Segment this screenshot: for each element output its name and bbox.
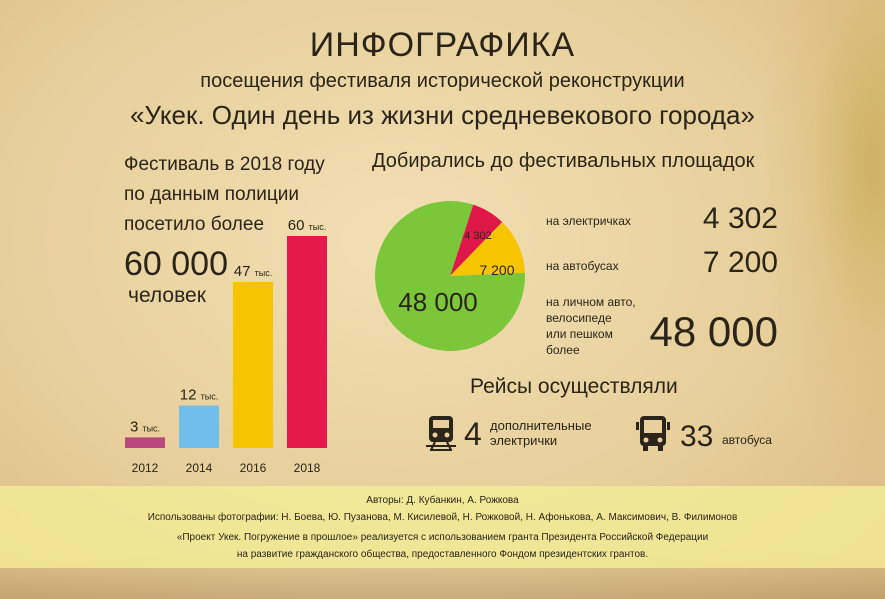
trains-count: 4 bbox=[464, 416, 482, 452]
mode-label-line: на электричках bbox=[546, 214, 631, 228]
bar-2012 bbox=[125, 437, 165, 448]
buses-count: 33 bbox=[680, 420, 714, 453]
footer-grant-line1: «Проект Укек. Погружение в прошлое» реал… bbox=[176, 532, 709, 543]
mode-label-line: велосипеде bbox=[546, 311, 612, 325]
trains-label-line1: дополнительные bbox=[490, 418, 592, 433]
bar-value-label: 60 тыс. bbox=[288, 217, 326, 234]
bar-category-label: 2014 bbox=[186, 461, 213, 475]
pie-slice-1 bbox=[450, 222, 525, 276]
mode-value-trains: 4 302 bbox=[702, 202, 778, 235]
bar-value-label: 12 тыс. bbox=[180, 387, 218, 404]
trains-label: дополнительные электрички bbox=[490, 418, 592, 448]
festival-text-line1: Фестиваль в 2018 году bbox=[124, 154, 325, 175]
festival-text-line2: по данным полиции bbox=[124, 184, 300, 205]
festival-text-line3: посетило более bbox=[124, 214, 265, 235]
bar-value-label: 47 тыс. bbox=[234, 263, 272, 280]
mode-label-personal: на личном авто, велосипеде или пешком бо… bbox=[546, 294, 636, 358]
decorative-foliage bbox=[765, 0, 885, 470]
mode-value-personal: 48 000 bbox=[649, 308, 778, 355]
footer-authors: Авторы: Д. Кубанкин, А. Рожкова bbox=[366, 495, 519, 506]
bus-icon bbox=[636, 416, 670, 451]
page-title: ИНФОГРАФИКА bbox=[309, 26, 576, 64]
buses-label: автобуса bbox=[722, 433, 772, 447]
bar-category-label: 2016 bbox=[240, 461, 267, 475]
festival-attendance-number: 60 000 bbox=[124, 245, 228, 283]
mode-label-buses: на автобусах bbox=[546, 258, 619, 274]
mode-label-trains: на электричках bbox=[546, 213, 631, 229]
pie-slice-2 bbox=[375, 201, 525, 351]
train-icon bbox=[426, 416, 456, 451]
mode-label-line: на автобусах bbox=[546, 259, 619, 273]
festival-description: Фестиваль в 2018 году по данным полиции … bbox=[124, 150, 364, 240]
mode-label-line: более bbox=[546, 343, 580, 357]
bar-2014 bbox=[179, 405, 219, 448]
mode-value-buses: 7 200 bbox=[702, 246, 778, 279]
trains-label-line2: электрички bbox=[490, 433, 558, 448]
festival-attendance-unit: человек bbox=[128, 284, 206, 307]
pie-slice-0 bbox=[450, 204, 503, 276]
page-subtitle-line2: «Укек. Один день из жизни средневекового… bbox=[130, 100, 755, 130]
pie-slice-label: 4 302 bbox=[464, 230, 492, 242]
bar-2018 bbox=[287, 236, 327, 448]
bar-2016 bbox=[233, 281, 273, 448]
transport-section-title: Добирались до фестивальных площадок bbox=[372, 150, 755, 172]
bar-category-label: 2018 bbox=[294, 461, 321, 475]
footer-credits: Авторы: Д. Кубанкин, А. Рожкова Использо… bbox=[0, 486, 885, 568]
footer-grant-line2: на развитие гражданского общества, предо… bbox=[236, 549, 649, 560]
pie-slice-label: 7 200 bbox=[479, 262, 514, 278]
page-subtitle-line1: посещения фестиваля исторической реконст… bbox=[200, 70, 685, 92]
bar-category-label: 2012 bbox=[132, 461, 159, 475]
attendance-bar-chart: 3 тыс. 2012 12 тыс. 2014 47 тыс. 2016 60 тыс. 2… bbox=[125, 217, 327, 475]
flights-section-title: Рейсы осуществляли bbox=[470, 375, 678, 398]
bar-value-label: 3 тыс. bbox=[130, 418, 160, 435]
pie-slice-label: 48 000 bbox=[398, 287, 478, 317]
mode-label-line: или пешком bbox=[546, 327, 613, 341]
mode-label-line: на личном авто, bbox=[546, 295, 636, 309]
footer-photos: Использованы фотографии: Н. Боева, Ю. Пу… bbox=[147, 512, 738, 523]
